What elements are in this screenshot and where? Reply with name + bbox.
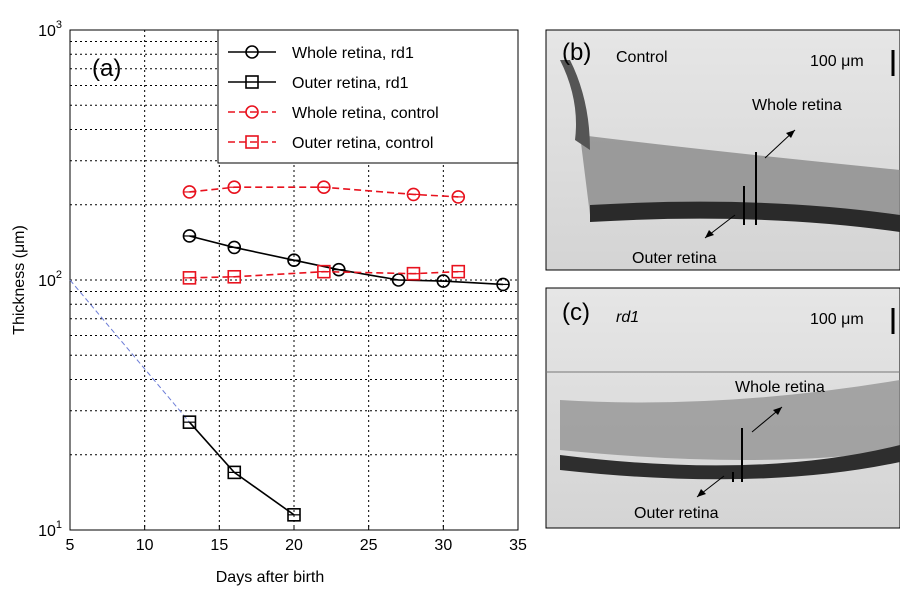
legend-label: Whole retina, control xyxy=(292,105,439,122)
x-tick-label: 20 xyxy=(285,537,303,554)
legend-marker xyxy=(245,135,259,149)
panel-label: (b) xyxy=(562,39,591,66)
y-axis-label: Thickness (μm) xyxy=(11,225,28,335)
tick-exponent: 2 xyxy=(56,269,62,281)
x-axis-label: Days after birth xyxy=(216,569,324,586)
x-tick-label: 10 xyxy=(136,537,154,554)
y-tick-label: 102 xyxy=(38,269,62,290)
panel-label: (a) xyxy=(92,55,121,82)
panel-c: (c) rd1 100 μm Whole retina Outer retina xyxy=(545,287,900,529)
panel-condition: rd1 xyxy=(616,309,639,326)
y-tick-label: 103 xyxy=(38,19,62,40)
annotation: Outer retina xyxy=(632,250,717,267)
series-line xyxy=(188,421,295,516)
scale-bar-label: 100 μm xyxy=(810,311,864,328)
x-tick-label: 35 xyxy=(509,537,527,554)
panel-condition: Control xyxy=(616,49,668,66)
x-tick-label: 25 xyxy=(360,537,378,554)
scale-bar-label: 100 μm xyxy=(810,53,864,70)
legend-marker xyxy=(245,45,259,59)
annotation: Whole retina xyxy=(735,379,825,396)
fit-line xyxy=(69,279,190,423)
y-tick-label: 101 xyxy=(38,519,62,540)
legend-marker xyxy=(245,75,259,89)
x-tick-label: 15 xyxy=(210,537,228,554)
x-tick-label: 5 xyxy=(66,537,75,554)
tick-base: 10 xyxy=(38,523,56,540)
legend-label: Whole retina, rd1 xyxy=(292,45,414,62)
x-tick-label: 30 xyxy=(434,537,452,554)
legend-marker xyxy=(245,105,259,119)
tick-base: 10 xyxy=(38,273,56,290)
annotation: Outer retina xyxy=(634,505,719,522)
tick-exponent: 3 xyxy=(56,19,62,31)
legend-label: Outer retina, control xyxy=(292,135,433,152)
tick-base: 10 xyxy=(38,23,56,40)
tick-exponent: 1 xyxy=(56,519,62,531)
panel-label: (c) xyxy=(562,299,590,326)
panel-b: (b) Control 100 μm Whole retina Outer re… xyxy=(545,29,900,271)
annotation: Whole retina xyxy=(752,97,842,114)
legend-label: Outer retina, rd1 xyxy=(292,75,409,92)
